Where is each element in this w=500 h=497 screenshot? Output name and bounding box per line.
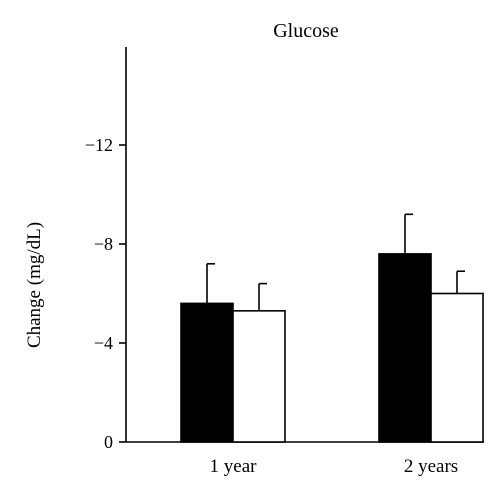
y-tick-label: −8 [94, 234, 113, 254]
black-bar-2-years [378, 253, 432, 443]
y-axis-label: Change (mg/dL) [24, 222, 45, 348]
white-bar-2-years [430, 292, 484, 443]
x-categories-group: 1 year 2 years [210, 456, 459, 477]
y-tick-label: −12 [85, 135, 113, 155]
bars-group [180, 213, 484, 443]
white-bar-1-year [232, 310, 286, 443]
y-tick-label: −4 [94, 333, 113, 353]
x-category-label: 2 years [404, 456, 458, 477]
y-tick-label: 0 [104, 432, 113, 452]
x-category-label: 1 year [210, 456, 258, 477]
chart-title: Glucose [273, 20, 339, 42]
y-ticks-group: 0 −4 −8 −12 [85, 135, 126, 452]
black-bar-1-year [180, 302, 234, 443]
